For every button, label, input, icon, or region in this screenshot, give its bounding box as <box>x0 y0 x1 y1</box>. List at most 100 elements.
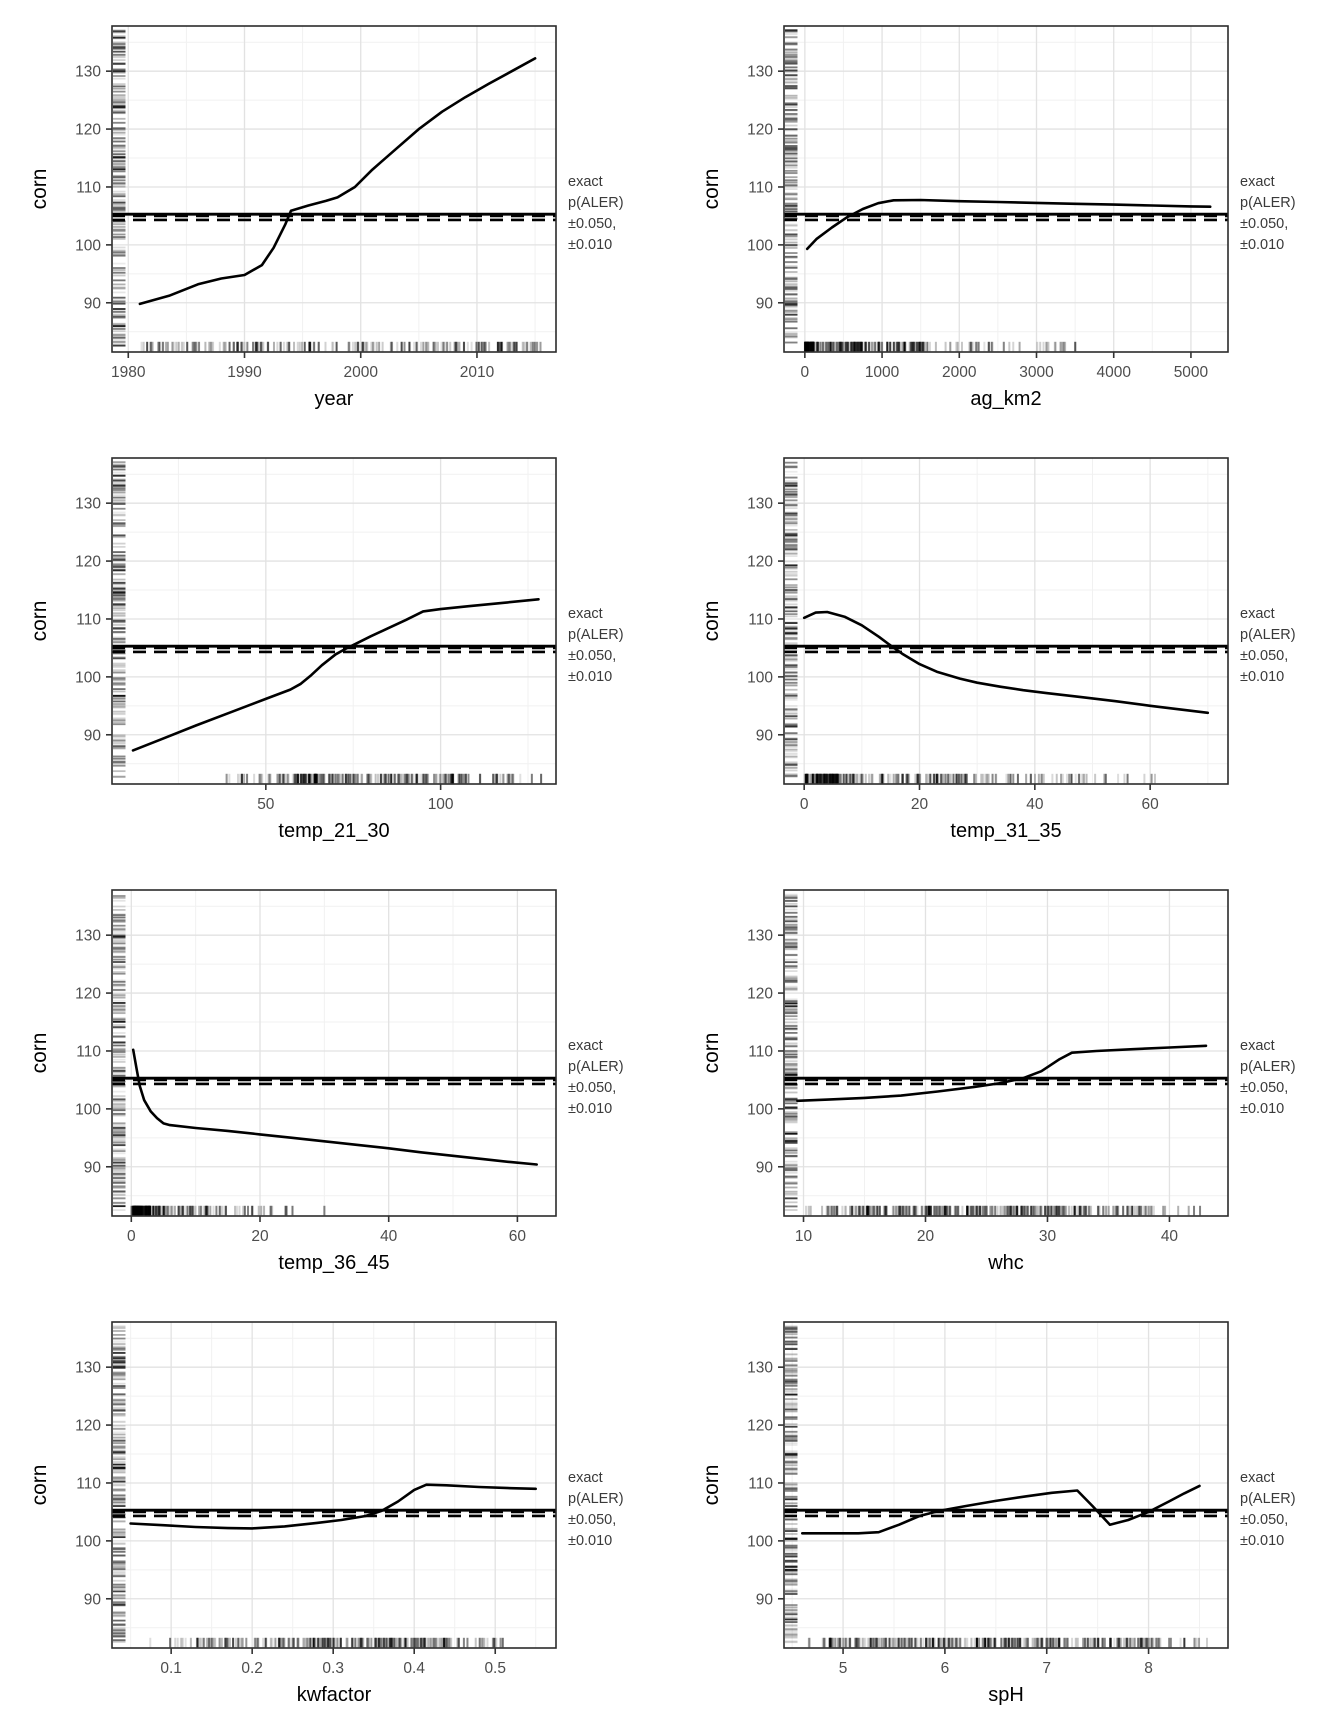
x-tick-labels: 0 1000 2000 3000 4000 5000 <box>801 364 1209 381</box>
y-tick-label: 120 <box>747 554 773 571</box>
x-tick-labels: 1980 1990 2000 2010 <box>111 364 495 381</box>
y-tick-label: 110 <box>76 611 101 628</box>
annotation-line: exact <box>568 606 603 622</box>
x-tick-label: 60 <box>1142 796 1160 813</box>
annotation-line: ±0.010 <box>1240 669 1285 685</box>
axis-ticks <box>106 70 478 358</box>
y-tick-label: 90 <box>756 1159 774 1176</box>
y-tick-label: 120 <box>75 554 101 571</box>
x-axis-title: year <box>314 388 354 410</box>
gridlines <box>112 26 556 352</box>
annotation-line: p(ALER) <box>1240 1059 1296 1075</box>
y-tick-label: 100 <box>75 669 101 686</box>
y-tick-labels: 90 100 110 120 130 <box>75 1360 101 1609</box>
x-rug <box>225 773 543 784</box>
annotation-line: ±0.050, <box>1240 1080 1289 1096</box>
x-tick-label: 20 <box>911 796 929 813</box>
y-tick-labels: 90 100 110 120 130 <box>75 64 101 313</box>
y-tick-label: 110 <box>748 179 773 196</box>
gridlines <box>784 1322 1228 1648</box>
x-tick-label: 5 <box>839 1660 848 1677</box>
x-rug <box>130 1205 326 1216</box>
x-tick-label: 1980 <box>111 364 146 381</box>
y-axis-title: corn <box>700 1032 723 1074</box>
ref-line-annotation: exact p(ALER) ±0.050, ±0.010 <box>1240 1036 1296 1120</box>
x-tick-label: 100 <box>428 796 454 813</box>
x-tick-label: 0 <box>801 364 810 381</box>
x-tick-label: 20 <box>251 1228 269 1245</box>
x-tick-label: 0 <box>800 796 809 813</box>
annotation-line: exact <box>568 1038 603 1054</box>
y-rug <box>785 893 798 1211</box>
annotation-line: ±0.050, <box>1240 648 1289 664</box>
panel-border <box>783 889 1229 1217</box>
x-tick-label: 7 <box>1042 1660 1051 1677</box>
y-tick-label: 90 <box>84 1159 102 1176</box>
x-tick-label: 2010 <box>460 364 495 381</box>
chart-canvas-temp-21-30: 50 100 90 100 110 120 130 <box>75 457 557 813</box>
x-tick-labels: 50 100 <box>257 796 454 813</box>
x-rug <box>803 773 1156 784</box>
annotation-line: ±0.050, <box>568 1512 617 1528</box>
y-tick-labels: 90 100 110 120 130 <box>747 928 773 1177</box>
annotation-line: ±0.050, <box>568 1080 617 1096</box>
y-tick-label: 100 <box>747 669 773 686</box>
annotation-line: exact <box>1240 1470 1275 1486</box>
x-tick-label: 0.2 <box>241 1660 263 1677</box>
gridlines <box>784 890 1228 1216</box>
x-tick-label: 5000 <box>1174 364 1209 381</box>
annotation-line: exact <box>568 174 603 190</box>
ref-line-annotation: exact p(ALER) ±0.050, ±0.010 <box>1240 604 1296 688</box>
y-tick-label: 130 <box>747 496 773 513</box>
trend-line <box>805 198 1212 251</box>
trend-line <box>131 1048 539 1166</box>
y-tick-label: 100 <box>75 237 101 254</box>
trend-line <box>131 598 540 752</box>
x-tick-label: 40 <box>1161 1228 1179 1245</box>
panel-border <box>111 889 557 1217</box>
ref-line-annotation: exact p(ALER) ±0.050, ±0.010 <box>1240 172 1296 256</box>
y-tick-label: 120 <box>747 986 773 1003</box>
panel-border <box>111 457 557 785</box>
panel-border <box>783 457 1229 785</box>
annotation-line: ±0.010 <box>568 1101 613 1117</box>
y-tick-label: 120 <box>75 1418 101 1435</box>
subplot-sph: 5 6 7 8 90 100 110 120 130 corn spH exact p(ALER… <box>672 1296 1344 1728</box>
y-tick-label: 130 <box>747 928 773 945</box>
y-tick-label: 90 <box>84 295 102 312</box>
panel-border <box>783 25 1229 353</box>
y-tick-label: 90 <box>756 1591 774 1608</box>
annotation-line: p(ALER) <box>568 195 624 211</box>
annotation-line: ±0.010 <box>1240 1101 1285 1117</box>
x-tick-label: 0.4 <box>403 1660 425 1677</box>
y-tick-labels: 90 100 110 120 130 <box>747 64 773 313</box>
y-tick-label: 90 <box>756 727 774 744</box>
annotation-line: exact <box>1240 606 1275 622</box>
x-rug <box>807 1637 1208 1648</box>
y-tick-label: 100 <box>75 1101 101 1118</box>
subplot-temp-21-30: 50 100 90 100 110 120 130 corn temp_21_30 exac… <box>0 432 672 864</box>
ref-line-annotation: exact p(ALER) ±0.050, ±0.010 <box>1240 1468 1296 1552</box>
annotation-line: p(ALER) <box>1240 1491 1296 1507</box>
y-tick-label: 90 <box>756 295 774 312</box>
y-tick-label: 100 <box>747 1533 773 1550</box>
y-tick-label: 130 <box>75 496 101 513</box>
x-axis-title: spH <box>988 1684 1024 1706</box>
y-tick-label: 130 <box>747 1360 773 1377</box>
axis-ticks <box>106 934 519 1222</box>
y-tick-label: 100 <box>75 1533 101 1550</box>
y-rug <box>113 29 126 347</box>
subplot-kwfactor: 0.1 0.2 0.3 0.4 0.5 90 100 110 120 130 corn kwfac… <box>0 1296 672 1728</box>
y-tick-label: 130 <box>747 64 773 81</box>
chart-canvas-temp-31-35: 0 20 40 60 90 100 110 120 130 <box>747 457 1229 813</box>
x-tick-label: 2000 <box>942 364 977 381</box>
panel-border <box>111 1321 557 1649</box>
y-tick-label: 130 <box>75 64 101 81</box>
subplot-temp-31-35: 0 20 40 60 90 100 110 120 130 corn temp_31_35 ex… <box>672 432 1344 864</box>
subplot-ag-km2: 0 1000 2000 3000 4000 5000 90 100 110 120 130 corn… <box>672 0 1344 432</box>
y-tick-label: 120 <box>747 1418 773 1435</box>
x-tick-label: 4000 <box>1096 364 1131 381</box>
annotation-line: p(ALER) <box>568 1491 624 1507</box>
y-axis-title: corn <box>700 600 723 642</box>
